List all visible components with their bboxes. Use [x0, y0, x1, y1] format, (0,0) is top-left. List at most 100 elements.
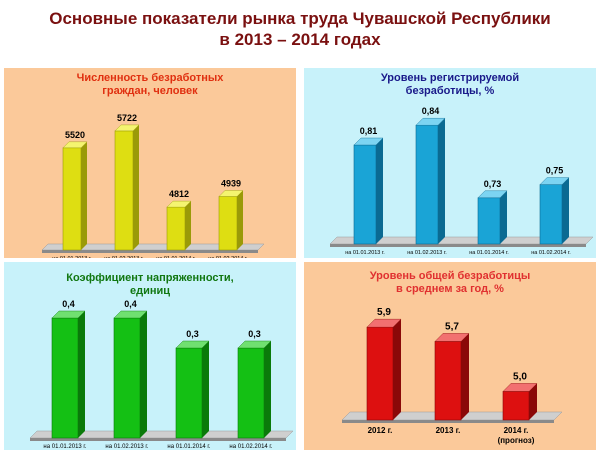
bar: [502, 391, 530, 421]
chart-title-line-1: Численность безработных: [76, 72, 224, 84]
x-tick-sublabel: (прогноз): [498, 436, 535, 445]
bar-top: [366, 318, 402, 328]
data-label: 5,0: [513, 371, 527, 382]
bar-top: [114, 124, 140, 132]
bar-side: [140, 311, 147, 438]
bar-chart-unemployed-count: 5520 на 01.01.2013 г. 5722 на 01.02.2013 г.…: [41, 113, 265, 258]
bar: [113, 317, 141, 439]
bar: [62, 147, 82, 251]
bar-chart-tension-coefficient: 0,4 на 01.01.2013 г. 0,4 на 01.02.2013 г. 0,…: [29, 299, 294, 450]
chart-panel-general-unemployment: Уровень общей безработицы в среднем за г…: [304, 262, 596, 450]
chart-panel-registered-unemployment: Уровень регистрируемой безработицы, % 0,…: [304, 68, 596, 258]
x-tick-label: 2013 г.: [436, 426, 461, 435]
data-label: 0,4: [124, 299, 137, 309]
x-tick-label: 2014 г.: [504, 426, 529, 435]
chart-title: Коэффициент напряженности, единиц: [4, 272, 296, 298]
bar-top: [434, 333, 470, 342]
chart-title-line-1: Уровень общей безработицы: [369, 270, 531, 282]
page-title-line-1: Основные показатели рынка труда Чувашско…: [49, 9, 551, 28]
bar-top: [175, 340, 210, 349]
chart-floor-edge: [42, 250, 258, 253]
chart-title-line-1: Уровень регистрируемой: [380, 72, 520, 84]
chart-title: Уровень общей безработицы в среднем за г…: [304, 270, 596, 296]
bar-side: [562, 177, 569, 244]
data-label: 0,3: [186, 329, 199, 339]
chart-title-line-2: граждан, человек: [102, 85, 198, 97]
data-label: 0,84: [422, 106, 440, 116]
bar-side: [237, 190, 243, 250]
x-tick-label: на 01.02.2014 г.: [208, 256, 248, 258]
chart-panel-tension-coefficient: Коэффициент напряженности, единиц 0,4 на …: [4, 262, 296, 450]
data-label: 5520: [65, 130, 85, 140]
bar-side: [376, 138, 383, 244]
bar-side: [461, 333, 469, 420]
chart-floor-edge: [342, 420, 554, 423]
bar: [366, 326, 394, 421]
x-tick-label: на 01.01.2013 г.: [52, 256, 92, 258]
bar-top: [166, 200, 192, 208]
x-tick-label: на 01.02.2013 г.: [104, 256, 144, 258]
x-tick-label: на 01.01.2014 г.: [156, 256, 196, 258]
x-tick-label: на 01.01.2014 г.: [167, 444, 210, 450]
chart-title: Уровень регистрируемой безработицы, %: [304, 72, 596, 98]
bar-side: [202, 341, 209, 438]
bar-top: [113, 310, 148, 319]
data-label: 0,3: [248, 329, 261, 339]
bar-top: [237, 340, 272, 349]
chart-title: Численность безработных граждан, человек: [4, 72, 296, 98]
bar-chart-general-unemployment: 5,9 2012 г. 5,7 2013 г. 5,0 2014 г.(прогноз): [341, 307, 563, 445]
bar-side: [133, 124, 139, 250]
x-tick-label: на 01.01.2013 г.: [43, 444, 86, 450]
bar-top: [415, 118, 446, 126]
bar-top: [353, 137, 384, 146]
bar-top: [502, 383, 538, 392]
bar: [415, 124, 439, 245]
bar: [51, 317, 79, 439]
bar-top: [539, 177, 570, 185]
bar: [166, 206, 186, 251]
data-label: 5,9: [377, 307, 391, 318]
bar: [434, 341, 462, 421]
chart-panel-unemployed-count: Численность безработных граждан, человек…: [4, 68, 296, 258]
bar: [477, 197, 501, 245]
data-label: 0,81: [360, 126, 378, 136]
bar: [218, 196, 238, 251]
chart-title-line-2: в среднем за год, %: [396, 283, 504, 295]
data-label: 5,7: [445, 321, 459, 332]
chart-title-line-1: Коэффициент напряженности,: [66, 272, 234, 284]
data-label: 0,4: [62, 299, 75, 309]
bar: [539, 184, 563, 245]
bar-side: [264, 341, 271, 438]
chart-title-line-2: единиц: [129, 285, 171, 297]
bar: [114, 130, 134, 251]
page-title-line-2: в 2013 – 2014 годах: [219, 30, 381, 49]
x-tick-label: на 01.02.2013 г.: [105, 444, 148, 450]
bar-side: [529, 383, 537, 420]
bar-top: [51, 310, 86, 319]
data-label: 4939: [221, 178, 241, 188]
bar-side: [185, 201, 191, 250]
data-label: 0,75: [546, 166, 564, 176]
bar: [175, 347, 203, 439]
x-tick-label: на 01.02.2014 г.: [531, 250, 571, 256]
x-tick-label: на 01.01.2014 г.: [469, 250, 509, 256]
bar-side: [81, 141, 87, 250]
data-label: 5722: [117, 113, 137, 123]
bar-top: [62, 141, 88, 149]
page-title: Основные показатели рынка труда Чувашско…: [0, 8, 600, 50]
chart-title-line-2: безработицы, %: [405, 85, 495, 97]
bar-side: [393, 319, 401, 420]
chart-floor-edge: [330, 244, 586, 247]
bar: [353, 144, 377, 245]
data-label: 0,73: [484, 179, 502, 189]
bar: [237, 347, 265, 439]
bar-side: [500, 190, 507, 244]
x-tick-label: 2012 г.: [368, 426, 393, 435]
bar-side: [438, 118, 445, 244]
data-label: 4812: [169, 189, 189, 199]
x-tick-label: на 01.02.2013 г.: [407, 250, 447, 256]
bar-top: [218, 190, 244, 197]
bar-top: [477, 190, 508, 199]
x-tick-label: на 01.02.2014 г.: [229, 444, 272, 450]
bar-side: [78, 311, 85, 438]
